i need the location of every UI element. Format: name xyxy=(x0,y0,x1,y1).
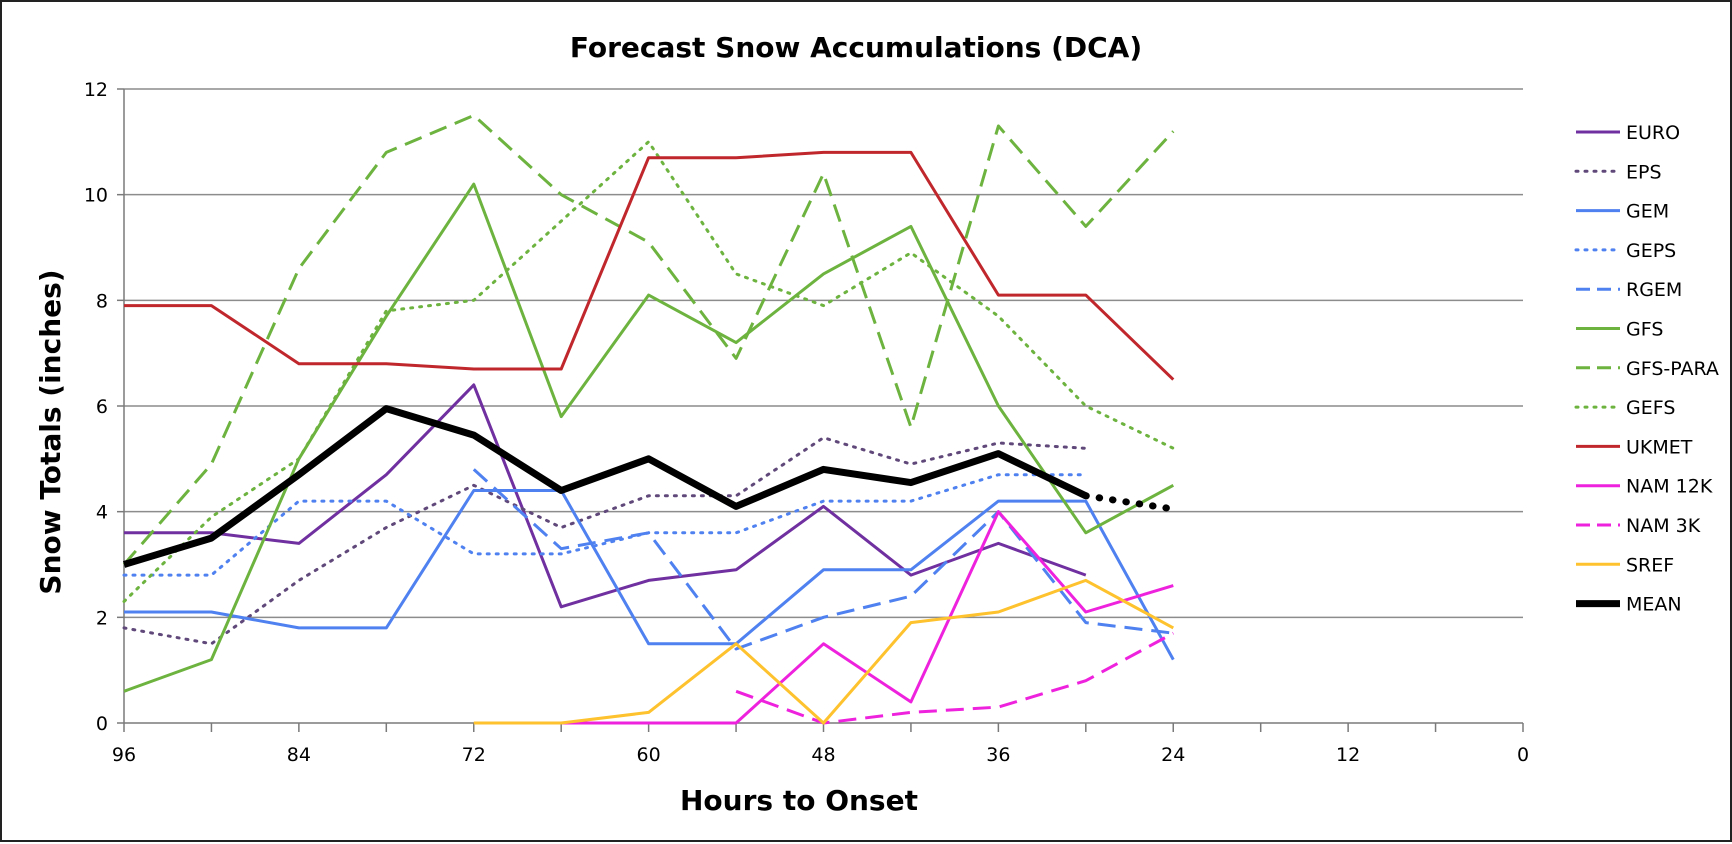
series-line-ukmet xyxy=(124,150,1175,381)
x-tick-label-84: 84 xyxy=(287,744,311,766)
chart-title: Forecast Snow Accumulations (DCA) xyxy=(570,31,1142,64)
x-tick-label-36: 36 xyxy=(986,744,1010,766)
x-tick-label-24: 24 xyxy=(1161,744,1185,766)
x-tick-label-60: 60 xyxy=(637,744,661,766)
series-line-mean xyxy=(122,405,1088,568)
y-tick-label-10: 10 xyxy=(84,185,108,207)
y-tick-label-4: 4 xyxy=(96,502,108,524)
series-line-sref xyxy=(473,578,1175,725)
legend-label-nam-3k: NAM 3K xyxy=(1626,515,1701,537)
series-line-eps xyxy=(122,436,1088,646)
series-line-gefs xyxy=(122,140,1175,603)
y-tick-label-8: 8 xyxy=(96,290,108,312)
series-line-mean-extension xyxy=(1082,492,1177,513)
legend-label-eps: EPS xyxy=(1626,161,1662,183)
y-tick-label-12: 12 xyxy=(84,79,108,101)
series-line-euro xyxy=(124,383,1087,609)
legend-label-ukmet: UKMET xyxy=(1626,436,1693,458)
series-line-gfs xyxy=(123,182,1175,693)
legend-label-gfs-para: GFS-PARA xyxy=(1626,358,1719,380)
legend-label-sref: SREF xyxy=(1626,554,1674,576)
legend-label-nam-12k: NAM 12K xyxy=(1626,476,1713,498)
y-tick-label-2: 2 xyxy=(96,607,108,629)
series-line-gfs-para xyxy=(122,113,1175,566)
x-tick-label-72: 72 xyxy=(462,744,486,766)
legend-label-gem: GEM xyxy=(1626,201,1669,223)
x-tick-label-0: 0 xyxy=(1517,744,1529,766)
series-line-gem xyxy=(124,489,1175,661)
gridlines xyxy=(124,88,1523,619)
x-tick-label-48: 48 xyxy=(811,744,835,766)
legend: EURO EPS GEM GEPS RGEM GFS GFS-PARA GEFS UKMET NA… xyxy=(1574,122,1719,616)
y-tick-label-0: 0 xyxy=(96,713,108,735)
legend-label-gefs: GEFS xyxy=(1626,397,1675,419)
series-line-rgem xyxy=(472,468,1174,651)
legend-label-mean: MEAN xyxy=(1626,594,1682,616)
series-lines xyxy=(122,113,1177,725)
legend-label-geps: GEPS xyxy=(1626,240,1676,262)
legend-label-rgem: RGEM xyxy=(1626,279,1682,301)
series-line-nam-3k xyxy=(735,631,1175,725)
x-tick-label-96: 96 xyxy=(112,744,136,766)
series-line-geps xyxy=(122,473,1088,577)
x-axis-label: Hours to Onset xyxy=(680,784,918,817)
x-tick-label-12: 12 xyxy=(1336,744,1360,766)
legend-label-euro: EURO xyxy=(1626,122,1680,144)
y-axis-label: Snow Totals (inches) xyxy=(34,269,67,594)
legend-label-gfs: GFS xyxy=(1626,319,1663,341)
y-tick-label-6: 6 xyxy=(96,396,108,418)
